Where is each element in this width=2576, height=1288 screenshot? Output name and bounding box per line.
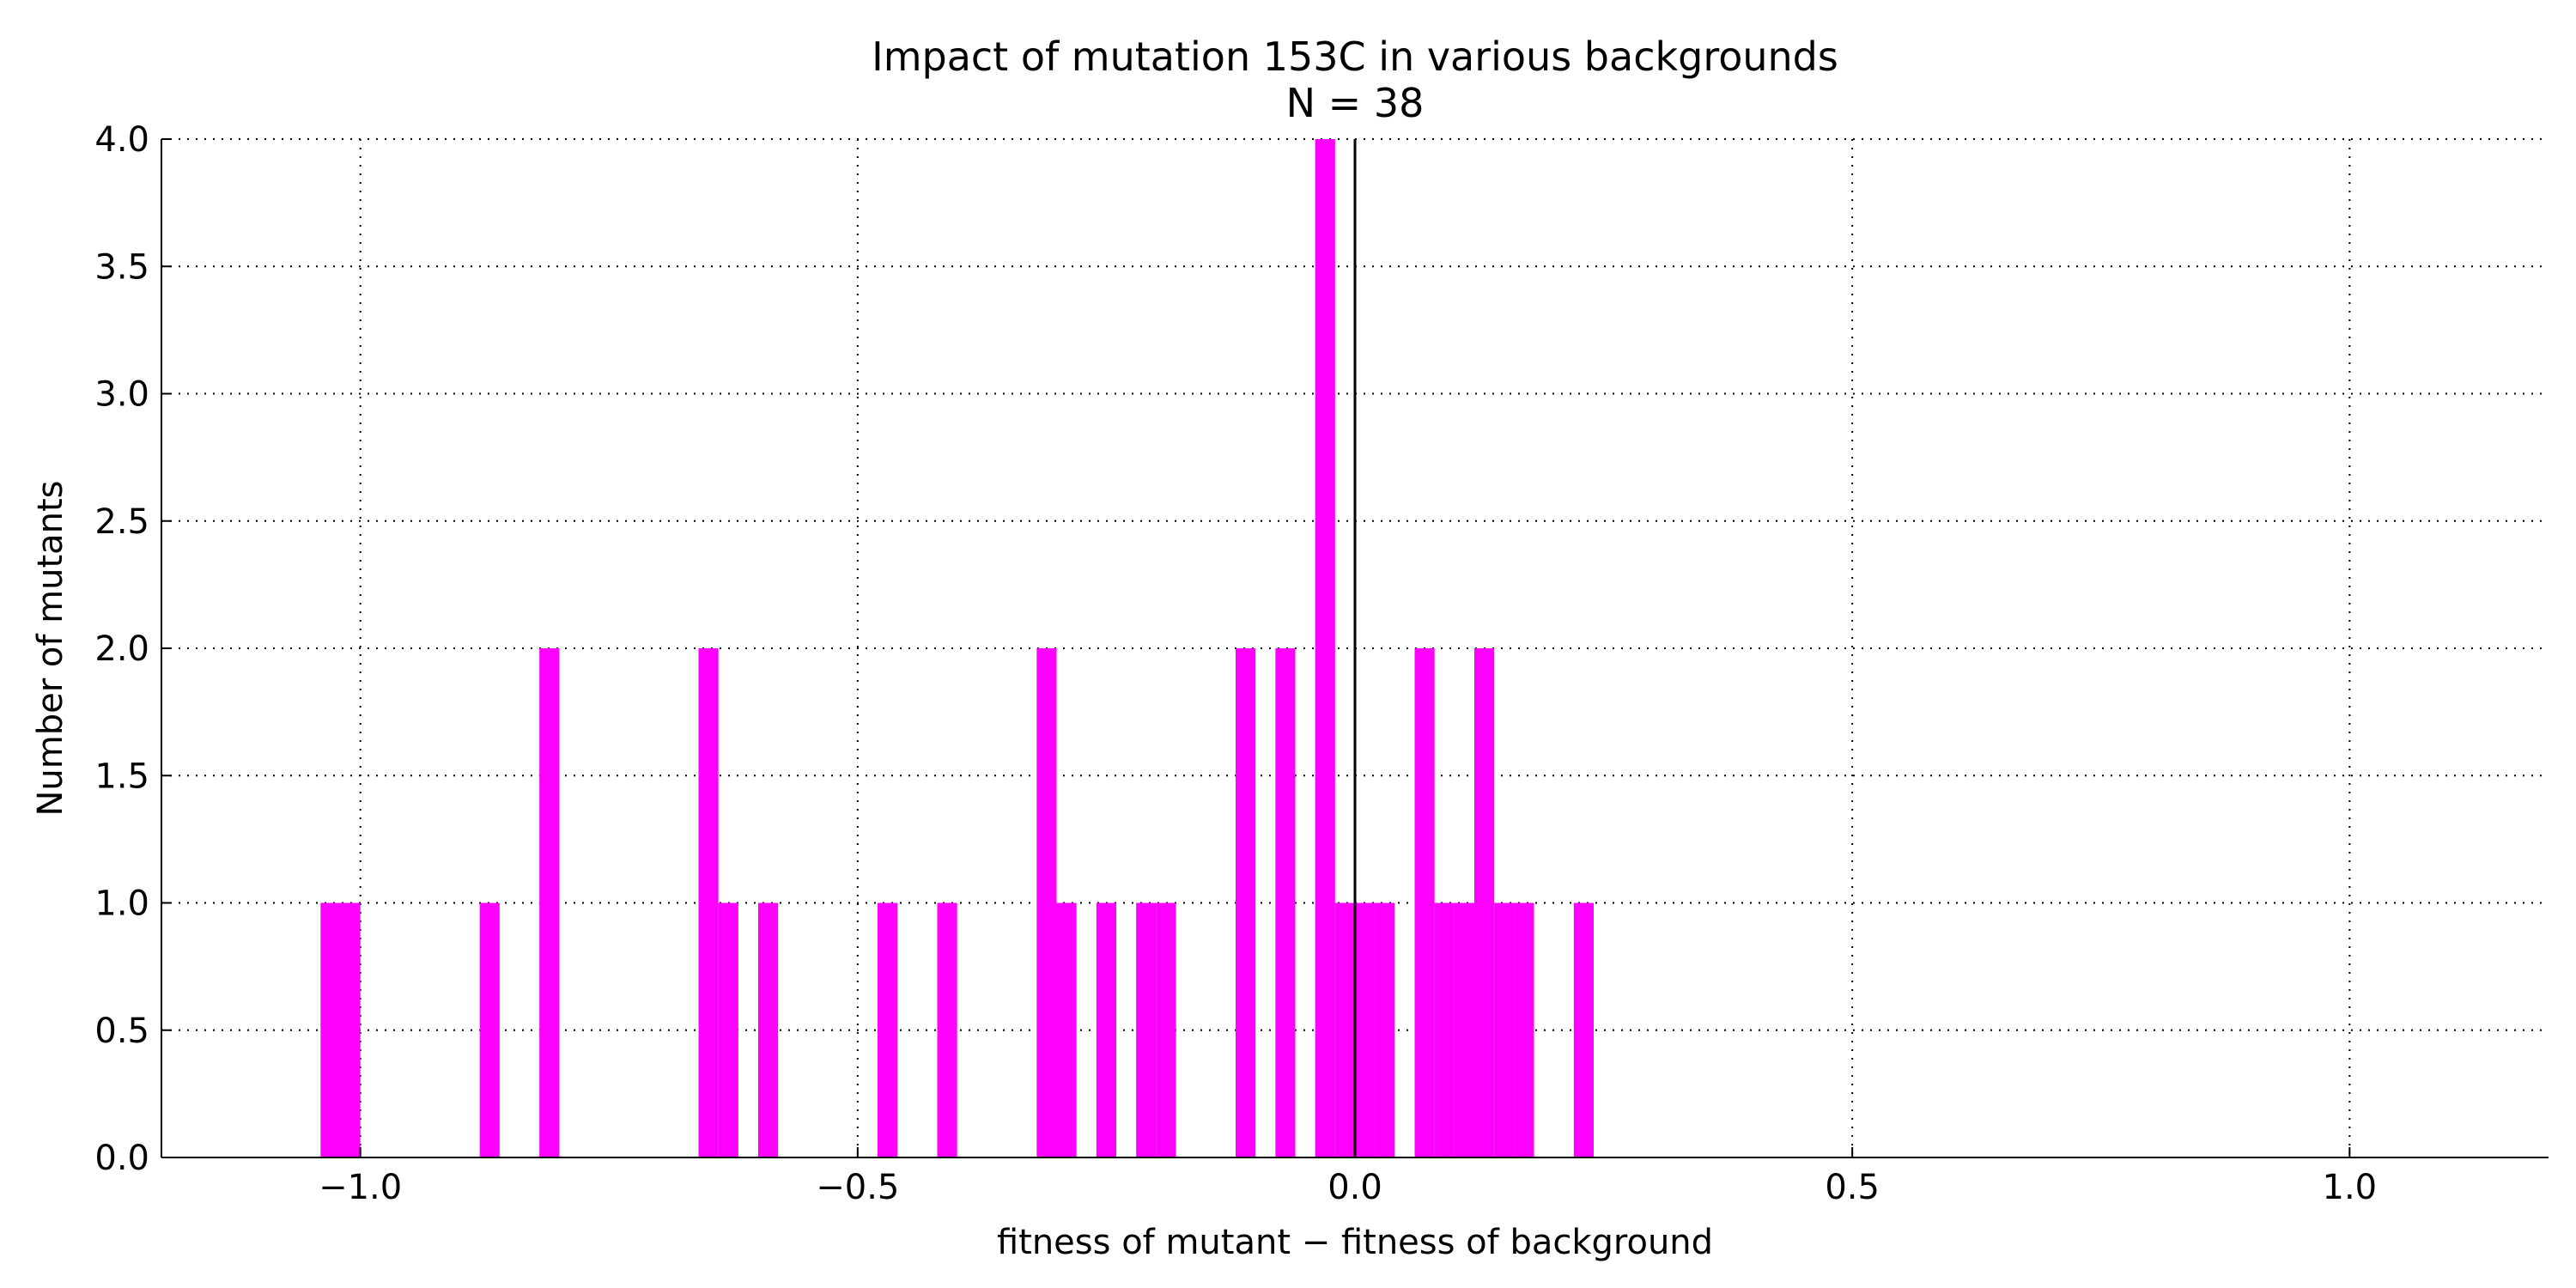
histogram-bars (320, 139, 1594, 1157)
y-axis-ticks: 0.0 0.5 1.0 1.5 2.0 2.5 3.0 3.5 4.0 (94, 120, 172, 1178)
chart-title: Impact of mutation 153C in various backg… (872, 33, 1838, 80)
histogram-bar (1375, 902, 1395, 1157)
y-tick-label: 1.5 (94, 756, 149, 796)
x-axis-label: fitness of mutant − fitness of backgroun… (997, 1223, 1713, 1262)
x-tick-label: 1.0 (2323, 1168, 2378, 1207)
histogram-bar (1275, 648, 1296, 1157)
x-axis-ticks: −1.0 −0.5 0.0 0.5 1.0 (319, 1147, 2377, 1207)
histogram-bar (878, 902, 898, 1157)
histogram-bar (1454, 902, 1474, 1157)
histogram-bar (320, 902, 341, 1157)
histogram-bar (758, 902, 779, 1157)
histogram-bar (1315, 139, 1335, 1157)
x-tick-label: −0.5 (816, 1168, 899, 1207)
y-tick-label: 0.5 (94, 1012, 149, 1051)
x-tick-label: −1.0 (319, 1168, 402, 1207)
histogram-bar (718, 902, 738, 1157)
histogram-bar (1474, 648, 1495, 1157)
y-tick-label: 2.5 (94, 502, 149, 542)
histogram-bar (1414, 648, 1435, 1157)
y-tick-label: 3.0 (94, 375, 149, 415)
histogram-bar (1434, 902, 1455, 1157)
histogram-bar (1334, 902, 1355, 1157)
histogram-bar (698, 648, 719, 1157)
chart-subtitle: N = 38 (1286, 80, 1425, 126)
y-tick-label: 1.0 (94, 884, 149, 924)
y-tick-label: 0.0 (94, 1139, 149, 1178)
histogram-bar (1236, 648, 1256, 1157)
histogram-bar (340, 902, 361, 1157)
y-tick-label: 3.5 (94, 247, 149, 287)
y-tick-label: 4.0 (94, 120, 149, 160)
histogram-bar (1156, 902, 1176, 1157)
histogram-bar (1036, 648, 1057, 1157)
y-tick-label: 2.0 (94, 629, 149, 669)
y-axis-label: Number of mutants (31, 480, 70, 816)
x-tick-label: 0.5 (1825, 1168, 1880, 1207)
histogram-bar (1494, 902, 1515, 1157)
histogram-bar (937, 902, 957, 1157)
histogram-bar (1136, 902, 1157, 1157)
histogram-bar (1355, 902, 1376, 1157)
histogram-bar (1514, 902, 1534, 1157)
histogram-bar (1096, 902, 1116, 1157)
histogram-bar (539, 648, 560, 1157)
histogram-bar (1056, 902, 1077, 1157)
histogram-bar (479, 902, 500, 1157)
x-tick-label: 0.0 (1327, 1168, 1382, 1207)
histogram-bar (1573, 902, 1594, 1157)
